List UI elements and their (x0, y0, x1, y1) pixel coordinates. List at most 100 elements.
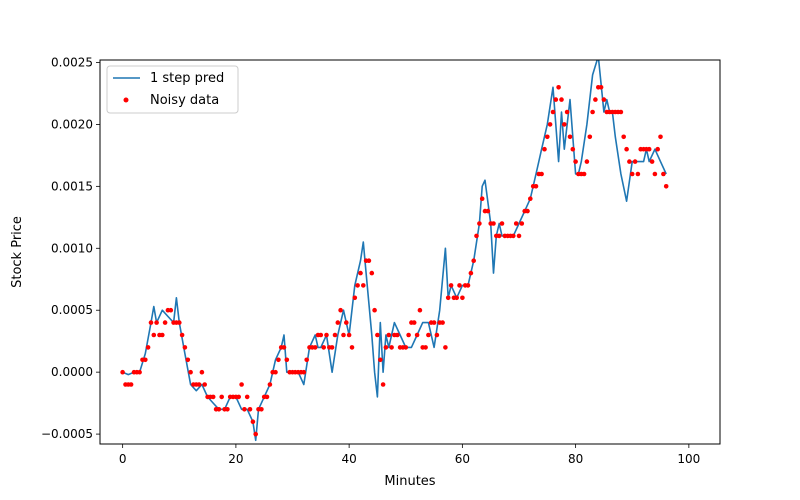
scatter-point (474, 233, 479, 239)
scatter-point (179, 332, 185, 338)
legend-scatter-swatch (123, 97, 129, 103)
scatter-point (479, 196, 485, 201)
scatter-point (590, 109, 595, 115)
scatter-point (564, 109, 570, 115)
y-ticks: −0.0005 0.0000 0.0005 0.0010 0.0015 0.0020 0.0… (41, 55, 100, 441)
scatter-point (244, 394, 250, 400)
scatter-point (460, 295, 465, 301)
scatter-point (511, 233, 516, 239)
scatter-point (649, 159, 655, 164)
scatter-point (380, 382, 386, 387)
scatter-point (550, 109, 556, 115)
scatter-point (318, 332, 324, 338)
scatter-point (632, 159, 638, 164)
scatter-point (177, 320, 182, 325)
scatter-point (403, 345, 409, 350)
scatter-point (395, 332, 400, 338)
scatter-point (321, 345, 327, 350)
y-tick-label: 0.0020 (51, 117, 93, 131)
scatter-point (545, 134, 550, 140)
scatter-point (219, 394, 224, 400)
axes-frame (99, 59, 721, 445)
legend-label-noisy: Noisy data (150, 93, 219, 108)
x-ticks: 0 20 40 60 80 100 (119, 444, 700, 466)
y-axis-label: Stock Price (10, 216, 25, 288)
scatter-point (627, 159, 632, 164)
scatter-point (349, 345, 355, 350)
scatter-point (259, 407, 264, 412)
y-tick-label: 0.0010 (51, 241, 93, 255)
scatter-point (358, 270, 363, 276)
legend-label-pred: 1 step pred (150, 71, 224, 86)
scatter-point (160, 332, 165, 338)
scatter-point (496, 233, 502, 239)
scatter-point (562, 122, 567, 127)
scatter-point (242, 407, 247, 412)
scatter-point (491, 221, 496, 226)
scatter-point (236, 394, 241, 400)
scatter-point (434, 332, 440, 338)
scatter-point (239, 382, 244, 387)
scatter-point (465, 283, 471, 288)
scatter-point (499, 221, 505, 226)
scatter-point (338, 307, 343, 313)
scatter-point (443, 345, 448, 350)
scatter-point (406, 332, 411, 338)
scatter-point (448, 283, 454, 288)
scatter-point (378, 357, 383, 363)
scatter-point (468, 270, 474, 276)
scatter-point (369, 270, 375, 276)
scatter-point (202, 382, 207, 387)
scatter-point (188, 369, 193, 375)
scatter-point (264, 394, 270, 400)
scatter-point (341, 332, 346, 338)
scatter-point (276, 357, 281, 363)
scatter-point (539, 171, 544, 177)
scatter-point (646, 146, 652, 152)
plot-area (120, 60, 669, 442)
y-tick-label: 0.0000 (51, 365, 93, 379)
scatter-point (346, 332, 352, 338)
scatter-point (601, 97, 607, 102)
scatter-point (587, 134, 593, 140)
scatter-point (556, 85, 561, 90)
scatter-point (199, 369, 205, 375)
y-tick-label: 0.0015 (51, 179, 93, 193)
scatter-point (581, 171, 587, 177)
scatter-point (661, 171, 666, 177)
scatter-point (457, 283, 462, 288)
x-tick-label: 20 (228, 452, 243, 466)
scatter-point (431, 320, 437, 325)
scatter-point (372, 307, 377, 313)
scatter-point (440, 320, 445, 325)
scatter-point (312, 345, 318, 350)
scatter-point (281, 345, 287, 350)
scatter-point (145, 345, 151, 350)
scatter-point (284, 357, 290, 363)
scatter-point (426, 332, 431, 338)
scatter-point (559, 97, 564, 102)
x-tick-label: 100 (677, 452, 700, 466)
scatter-point (344, 320, 349, 325)
scatter-point (143, 357, 148, 363)
scatter-point (567, 134, 573, 140)
scatter-point (629, 171, 635, 177)
scatter-point (301, 369, 307, 375)
scatter-point (542, 146, 547, 152)
scatter-point (414, 332, 420, 338)
scatter-point (154, 320, 159, 325)
scatter-point (247, 407, 253, 412)
scatter-point (375, 332, 380, 338)
scatter-point (658, 134, 663, 140)
scatter-point (513, 221, 519, 226)
scatter-point (210, 394, 216, 400)
scatter-point (366, 258, 372, 264)
x-tick-label: 60 (455, 452, 470, 466)
scatter-point (216, 407, 222, 412)
scatter-point (411, 320, 417, 325)
scatter-point (151, 332, 157, 338)
scatter-point (304, 357, 310, 363)
scatter-point (250, 419, 256, 425)
scatter-point (584, 159, 590, 164)
